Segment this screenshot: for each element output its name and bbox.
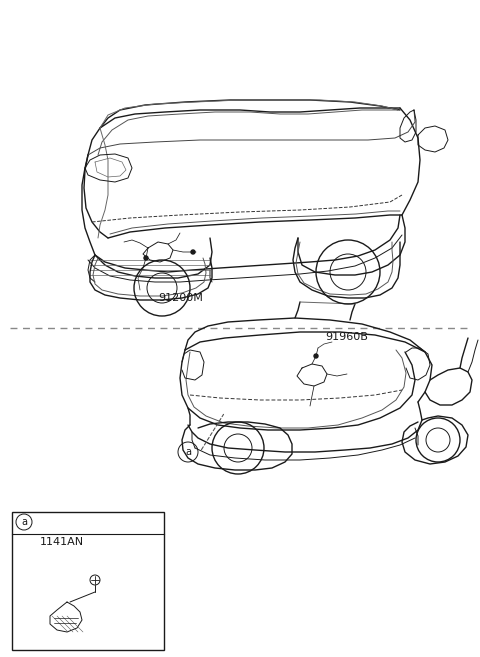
- Circle shape: [144, 256, 148, 260]
- Text: 1141AN: 1141AN: [40, 537, 84, 547]
- Circle shape: [314, 354, 318, 358]
- FancyBboxPatch shape: [12, 512, 164, 650]
- Circle shape: [191, 250, 195, 254]
- Text: 91960B: 91960B: [325, 332, 368, 342]
- Text: 91200M: 91200M: [158, 293, 203, 303]
- Text: a: a: [185, 447, 191, 457]
- Text: a: a: [21, 517, 27, 527]
